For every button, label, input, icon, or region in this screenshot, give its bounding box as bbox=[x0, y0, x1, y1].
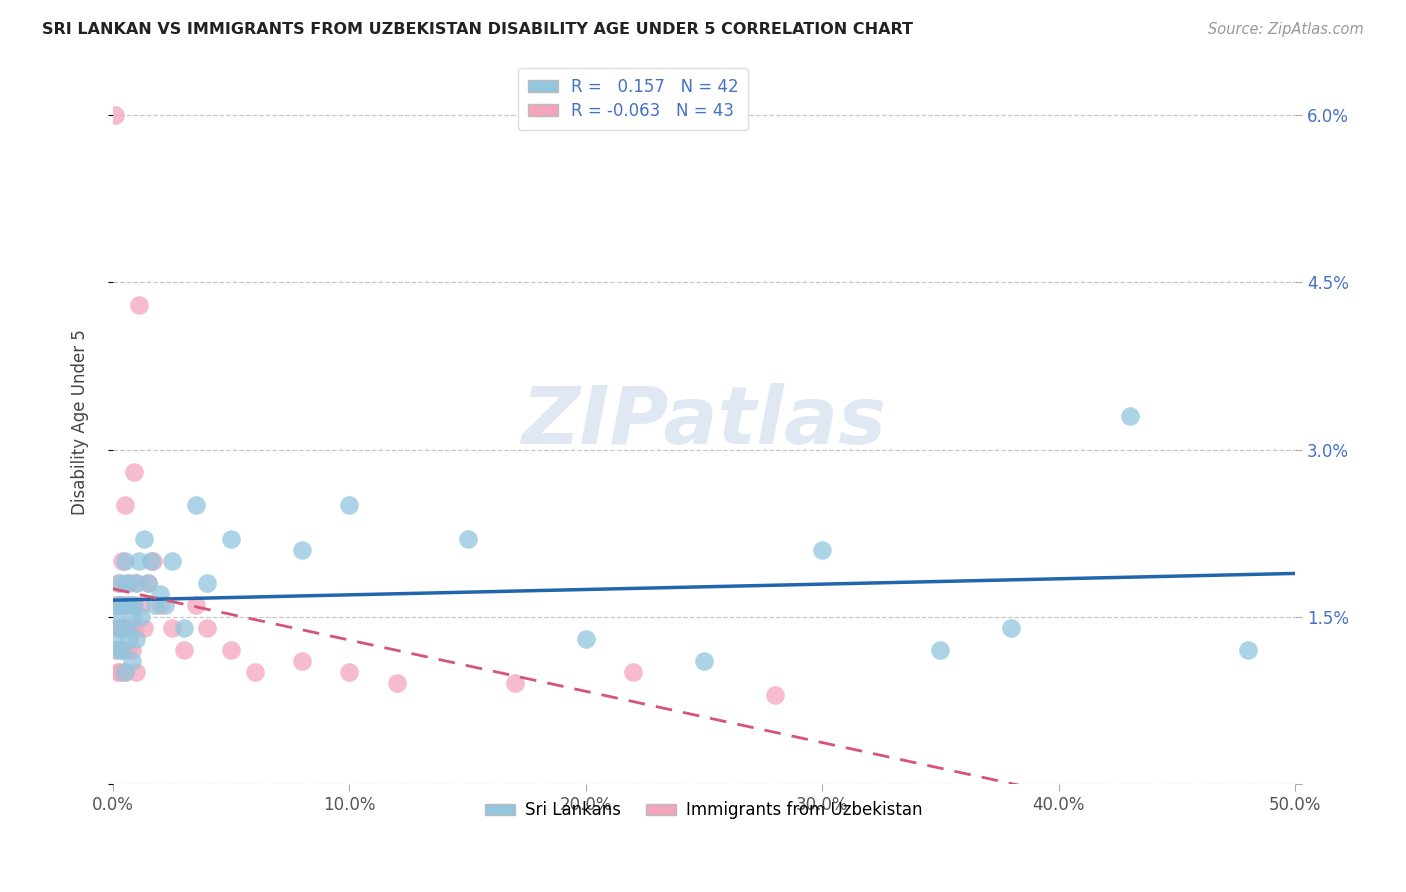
Point bbox=[132, 621, 155, 635]
Point bbox=[160, 621, 183, 635]
Point bbox=[108, 576, 131, 591]
Point bbox=[115, 576, 138, 591]
Point bbox=[219, 532, 242, 546]
Point bbox=[125, 576, 148, 591]
Point bbox=[121, 599, 143, 613]
Point bbox=[184, 498, 207, 512]
Point bbox=[1000, 621, 1022, 635]
Point bbox=[184, 599, 207, 613]
Point bbox=[111, 643, 134, 657]
Point bbox=[128, 554, 150, 568]
Point bbox=[104, 599, 127, 613]
Point bbox=[132, 532, 155, 546]
Point bbox=[149, 587, 172, 601]
Point bbox=[107, 576, 129, 591]
Point bbox=[122, 599, 145, 613]
Point bbox=[122, 621, 145, 635]
Point bbox=[1236, 643, 1258, 657]
Point bbox=[811, 542, 834, 557]
Point bbox=[136, 576, 159, 591]
Point bbox=[145, 599, 167, 613]
Point bbox=[121, 643, 143, 657]
Point bbox=[108, 665, 131, 680]
Point bbox=[108, 599, 131, 613]
Point bbox=[104, 632, 127, 646]
Point bbox=[121, 609, 143, 624]
Point bbox=[114, 554, 136, 568]
Point bbox=[693, 654, 716, 668]
Point bbox=[111, 554, 134, 568]
Point bbox=[763, 688, 786, 702]
Point bbox=[197, 576, 219, 591]
Point bbox=[111, 643, 134, 657]
Point bbox=[115, 599, 138, 613]
Point bbox=[291, 654, 314, 668]
Point bbox=[243, 665, 266, 680]
Point bbox=[107, 665, 129, 680]
Point bbox=[129, 599, 152, 613]
Point bbox=[121, 654, 143, 668]
Point bbox=[115, 643, 138, 657]
Point bbox=[173, 643, 195, 657]
Point bbox=[115, 621, 138, 635]
Point bbox=[108, 621, 131, 635]
Point bbox=[291, 542, 314, 557]
Point bbox=[104, 643, 127, 657]
Point bbox=[114, 665, 136, 680]
Point bbox=[111, 599, 134, 613]
Point bbox=[139, 554, 162, 568]
Point bbox=[125, 576, 148, 591]
Point bbox=[142, 554, 165, 568]
Point bbox=[197, 621, 219, 635]
Y-axis label: Disability Age Under 5: Disability Age Under 5 bbox=[72, 329, 89, 515]
Point bbox=[125, 665, 148, 680]
Point bbox=[107, 599, 129, 613]
Point bbox=[153, 599, 176, 613]
Point bbox=[457, 532, 479, 546]
Point bbox=[104, 108, 127, 122]
Point bbox=[129, 609, 152, 624]
Point bbox=[575, 632, 598, 646]
Legend: Sri Lankans, Immigrants from Uzbekistan: Sri Lankans, Immigrants from Uzbekistan bbox=[478, 795, 929, 826]
Point bbox=[118, 621, 141, 635]
Point bbox=[385, 676, 408, 690]
Text: ZIPatlas: ZIPatlas bbox=[522, 383, 886, 460]
Point bbox=[114, 665, 136, 680]
Point bbox=[118, 576, 141, 591]
Point bbox=[219, 643, 242, 657]
Point bbox=[1118, 409, 1140, 423]
Point bbox=[107, 621, 129, 635]
Point bbox=[104, 609, 127, 624]
Point bbox=[108, 621, 131, 635]
Point bbox=[118, 599, 141, 613]
Point bbox=[337, 665, 360, 680]
Point bbox=[114, 498, 136, 512]
Point bbox=[128, 298, 150, 312]
Point bbox=[122, 465, 145, 479]
Point bbox=[136, 576, 159, 591]
Point bbox=[503, 676, 526, 690]
Point bbox=[160, 554, 183, 568]
Text: Source: ZipAtlas.com: Source: ZipAtlas.com bbox=[1208, 22, 1364, 37]
Point bbox=[118, 632, 141, 646]
Point bbox=[125, 632, 148, 646]
Point bbox=[107, 643, 129, 657]
Point bbox=[173, 621, 195, 635]
Text: SRI LANKAN VS IMMIGRANTS FROM UZBEKISTAN DISABILITY AGE UNDER 5 CORRELATION CHAR: SRI LANKAN VS IMMIGRANTS FROM UZBEKISTAN… bbox=[42, 22, 912, 37]
Point bbox=[337, 498, 360, 512]
Point bbox=[111, 599, 134, 613]
Point bbox=[621, 665, 644, 680]
Point bbox=[114, 621, 136, 635]
Point bbox=[149, 599, 172, 613]
Point bbox=[929, 643, 952, 657]
